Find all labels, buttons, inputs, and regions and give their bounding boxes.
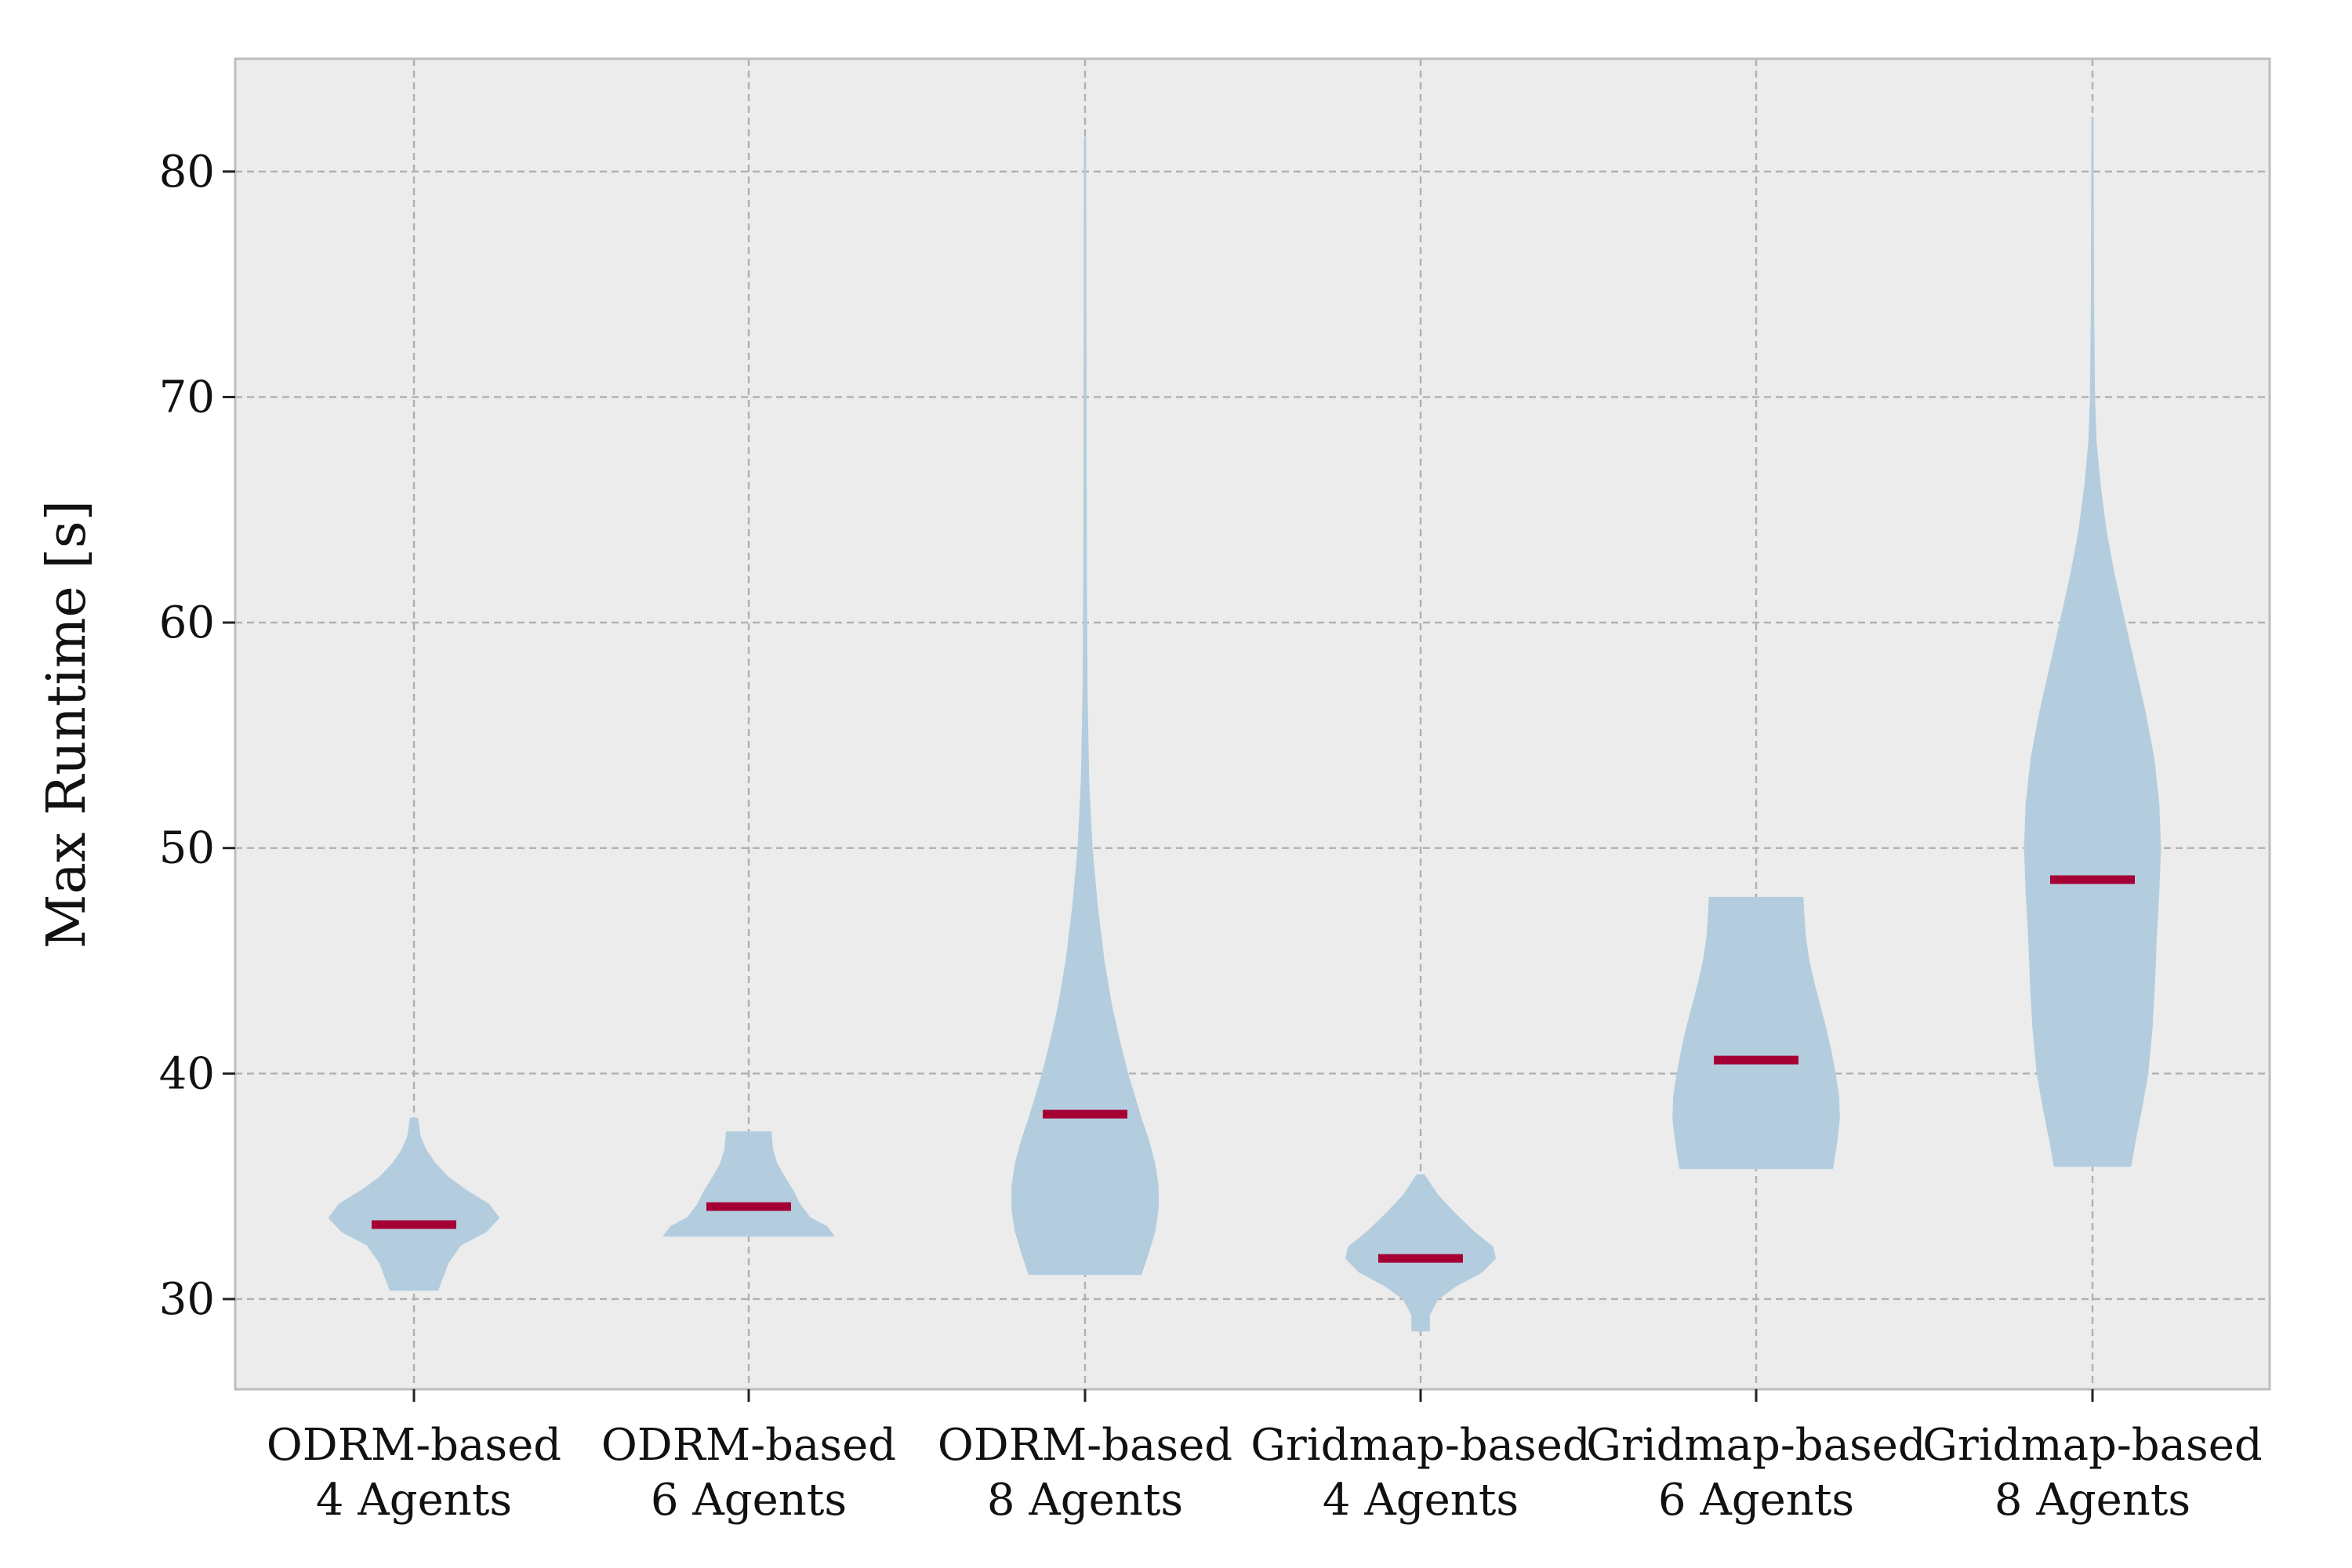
y-tick-label: 70 (159, 372, 215, 423)
violin-body (1672, 897, 1840, 1170)
y-axis-title: Max Runtime [s] (36, 500, 98, 949)
y-tick-label: 30 (159, 1274, 215, 1325)
x-tick-label-method: ODRM-based (938, 1420, 1232, 1471)
y-tick-label: 60 (159, 597, 215, 648)
violin-body (2024, 116, 2161, 1167)
x-tick-label-agents: 8 Agents (1994, 1475, 2190, 1526)
violin-body (1345, 1174, 1496, 1332)
median-markers (372, 875, 2135, 1263)
x-tick-label-method: ODRM-based (601, 1420, 896, 1471)
x-tick-label-method: ODRM-based (267, 1420, 561, 1471)
y-tick-label: 80 (159, 147, 215, 198)
x-tick-label-method: Gridmap-based (1922, 1420, 2262, 1471)
x-tick-label-agents: 6 Agents (651, 1475, 847, 1526)
x-tick-label-method: Gridmap-based (1250, 1420, 1590, 1471)
x-tick-label-method: Gridmap-based (1586, 1420, 1926, 1471)
plot-area (234, 57, 2271, 1391)
x-tick-label-agents: 8 Agents (987, 1475, 1183, 1526)
x-tick-label-agents: 6 Agents (1658, 1475, 1854, 1526)
axis-ticks (223, 170, 2094, 1402)
plot-background (235, 59, 2270, 1389)
y-tick-label: 40 (159, 1048, 215, 1099)
x-tick-label-agents: 4 Agents (316, 1475, 512, 1526)
x-tick-label-agents: 4 Agents (1323, 1475, 1519, 1526)
violin-body (1011, 136, 1159, 1276)
plot-frame (234, 57, 2271, 1391)
y-tick-label: 50 (159, 823, 215, 874)
violins (328, 116, 2161, 1332)
violin-body (328, 1117, 499, 1291)
